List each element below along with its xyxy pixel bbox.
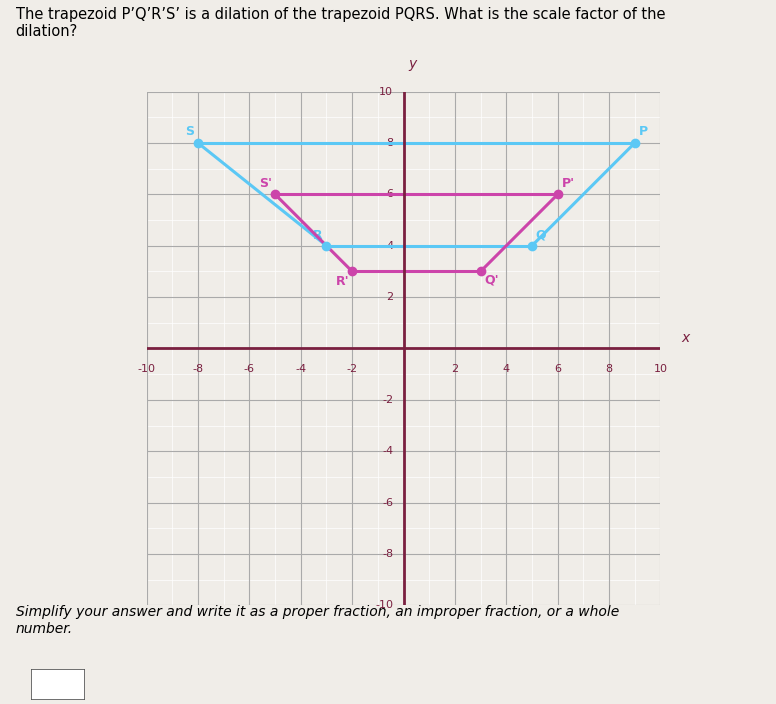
Text: -8: -8 — [192, 364, 203, 374]
Text: 2: 2 — [386, 292, 393, 302]
Text: 10: 10 — [379, 87, 393, 96]
Text: R': R' — [336, 275, 349, 288]
Text: Q': Q' — [484, 274, 499, 287]
Text: -10: -10 — [376, 601, 393, 610]
Text: -2: -2 — [382, 395, 393, 405]
Text: -8: -8 — [382, 549, 393, 559]
Text: -10: -10 — [137, 364, 155, 374]
Text: y: y — [408, 57, 417, 71]
Text: 6: 6 — [554, 364, 561, 374]
Text: 10: 10 — [653, 364, 667, 374]
Text: -2: -2 — [347, 364, 358, 374]
Text: -6: -6 — [244, 364, 255, 374]
Text: 4: 4 — [386, 241, 393, 251]
Text: x: x — [681, 331, 689, 345]
Text: P': P' — [562, 177, 575, 191]
Text: -4: -4 — [295, 364, 307, 374]
Text: -6: -6 — [383, 498, 393, 508]
Text: The trapezoid P’Q’R’S’ is a dilation of the trapezoid PQRS. What is the scale fa: The trapezoid P’Q’R’S’ is a dilation of … — [16, 7, 665, 39]
Text: Simplify your answer and write it as a proper fraction, an improper fraction, or: Simplify your answer and write it as a p… — [16, 605, 618, 636]
Text: S': S' — [259, 177, 272, 191]
Text: R: R — [313, 229, 323, 242]
Text: 4: 4 — [503, 364, 510, 374]
Text: Q: Q — [536, 229, 546, 242]
Text: S: S — [185, 125, 194, 138]
Text: 8: 8 — [386, 138, 393, 148]
Text: P: P — [639, 125, 648, 138]
Text: 2: 2 — [452, 364, 459, 374]
Text: 8: 8 — [605, 364, 612, 374]
Text: 6: 6 — [386, 189, 393, 199]
Text: -4: -4 — [382, 446, 393, 456]
